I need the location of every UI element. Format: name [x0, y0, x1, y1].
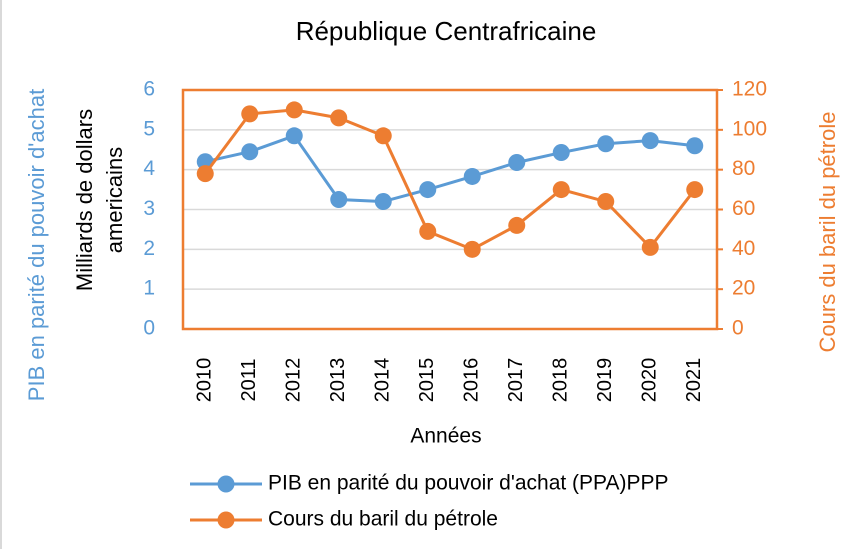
- data-point: [597, 135, 615, 153]
- y-tick-label: 2: [143, 237, 155, 260]
- chart-title: République Centrafricaine: [296, 16, 597, 46]
- data-point: [196, 165, 214, 183]
- x-tick-label: 2010: [194, 358, 216, 403]
- data-point: [641, 132, 659, 150]
- data-point: [463, 240, 481, 258]
- y-tick-label: 3: [143, 197, 155, 220]
- legend-marker: [217, 475, 235, 493]
- y2-tick-label: 120: [732, 78, 767, 101]
- data-point: [285, 101, 303, 119]
- data-point: [330, 109, 348, 127]
- data-point: [686, 137, 704, 155]
- x-tick-label: 2017: [505, 358, 527, 403]
- y2-tick-label: 60: [732, 197, 755, 220]
- y-tick-label: 6: [143, 78, 155, 101]
- plot-frame: [181, 88, 719, 331]
- data-point: [241, 105, 259, 123]
- y2-axis-label: Cours du baril du pétrole: [815, 112, 840, 353]
- data-point: [463, 167, 481, 185]
- data-point: [508, 153, 526, 171]
- data-point: [552, 144, 570, 162]
- x-tick-label: 2012: [283, 358, 305, 403]
- x-tick-label: 2016: [461, 358, 483, 403]
- x-tick-label: 2014: [372, 358, 394, 403]
- legend-label: Cours du baril du pétrole: [268, 508, 498, 531]
- x-tick-label: 2019: [594, 358, 616, 403]
- data-point: [241, 143, 259, 161]
- x-axis-label: Années: [410, 425, 481, 448]
- y-tick-label: 0: [143, 317, 155, 340]
- data-point: [374, 193, 392, 211]
- y-tick-label: 4: [143, 157, 155, 180]
- y-tick-label: 1: [143, 277, 155, 300]
- y2-tick-label: 20: [732, 277, 755, 300]
- data-point: [374, 127, 392, 145]
- x-tick-label: 2015: [416, 358, 438, 403]
- data-point: [552, 181, 570, 199]
- x-tick-label: 2020: [639, 358, 661, 403]
- y2-tick-label: 100: [732, 117, 767, 140]
- data-point: [641, 238, 659, 256]
- y-tick-label: 5: [143, 117, 155, 140]
- legend-marker: [217, 511, 235, 529]
- y2-tick-label: 0: [732, 317, 744, 340]
- y-axis-label-inner: Milliards de dollars: [72, 109, 97, 291]
- y2-tick-label: 40: [732, 237, 755, 260]
- y-axis-label-inner: americains: [102, 147, 127, 253]
- y-axis-label: PIB en parité du pouvoir d'achat: [24, 89, 49, 401]
- data-point: [508, 216, 526, 234]
- data-point: [686, 181, 704, 199]
- legend-label: PIB en parité du pouvoir d'achat (PPA)PP…: [268, 472, 669, 495]
- data-point: [330, 191, 348, 209]
- data-point: [419, 181, 437, 199]
- data-point: [419, 222, 437, 240]
- x-tick-label: 2013: [327, 358, 349, 403]
- x-tick-label: 2021: [683, 358, 705, 403]
- y2-tick-label: 80: [732, 157, 755, 180]
- x-tick-label: 2018: [550, 358, 572, 403]
- data-point: [285, 127, 303, 145]
- x-tick-label: 2011: [238, 358, 260, 401]
- data-point: [597, 193, 615, 211]
